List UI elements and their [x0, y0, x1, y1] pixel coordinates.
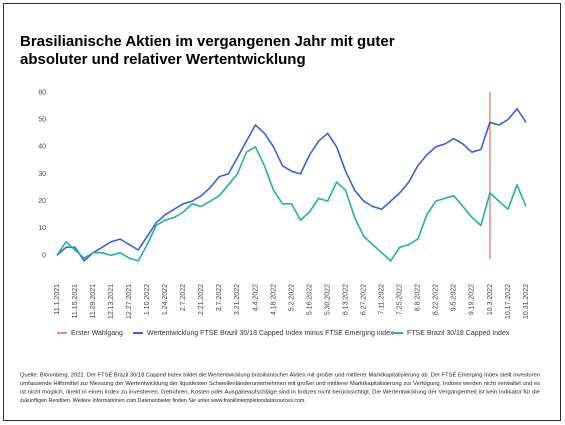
y-tick-label: 50: [38, 116, 46, 123]
y-tick-label: 60: [38, 89, 46, 96]
y-tick-label: 0: [42, 252, 46, 259]
y-tick-label: 40: [38, 144, 46, 151]
x-tick-label: 10.3.2022: [487, 284, 494, 315]
footnote: ist nicht möglich, direkt in einen Index…: [20, 389, 540, 395]
footnote: Quelle: Bloomberg, 2022. Der FTSE Brazil…: [20, 372, 540, 378]
chart-title: Brasilianische Aktien im vergangenen Jah…: [20, 33, 395, 50]
x-tick-label: 12.13.2021: [108, 284, 115, 319]
x-tick-label: 5.30.2022: [324, 284, 331, 315]
x-tick-label: 3.21.2022: [234, 284, 241, 315]
y-tick-label: 20: [38, 198, 46, 205]
x-tick-label: 8.22.2022: [433, 284, 440, 315]
x-tick-label: 3.7.2022: [216, 284, 223, 311]
x-tick-label: 8.8.2022: [415, 284, 422, 311]
x-tick-label: 1.24.2022: [162, 284, 169, 315]
x-tick-label: 4.18.2022: [270, 284, 277, 315]
series-line: [56, 107, 527, 262]
x-tick-label: 9.19.2022: [469, 284, 476, 315]
x-tick-label: 12.27.2021: [126, 284, 133, 319]
x-tick-label: 11.1.2021: [54, 284, 61, 315]
x-tick-label: 11.15.2021: [72, 284, 79, 319]
x-tick-label: 10.31.2022: [523, 284, 530, 319]
x-tick-label: 11.29.2021: [90, 284, 97, 319]
footnote: umfassende Hilfsmittel zur Messung der W…: [20, 381, 540, 387]
x-tick-label: 9.5.2022: [451, 284, 458, 311]
legend-label: Erster Wahlgang: [71, 330, 123, 337]
y-tick-label: 30: [38, 171, 46, 178]
chart-title: absoluter und relativer Wertentwicklung: [20, 51, 306, 68]
x-tick-label: 7.25.2022: [397, 284, 404, 315]
x-tick-label: 7.11.2022: [379, 284, 386, 315]
x-tick-label: 2.21.2022: [198, 284, 205, 315]
legend-label: Wertentwicklung FTSE Brazil 30/18 Capped…: [147, 330, 394, 337]
series-line: [56, 146, 527, 262]
x-tick-label: 5.16.2022: [306, 284, 313, 315]
y-tick-label: 10: [38, 225, 46, 232]
footnote: zukünftigen Renditen. Weitere Informatio…: [20, 398, 306, 404]
legend-label: FTSE Brazil 30/18 Capped Index: [407, 330, 510, 337]
x-tick-label: 5.2.2022: [288, 284, 295, 311]
x-tick-label: 4.4.2022: [252, 284, 259, 311]
x-tick-label: 6.27.2022: [360, 284, 367, 315]
x-tick-label: 10.17.2022: [505, 284, 512, 319]
x-tick-label: 2.7.2022: [180, 284, 187, 311]
x-tick-label: 6.13.2022: [342, 284, 349, 315]
x-tick-label: 1.10.2022: [144, 284, 151, 315]
